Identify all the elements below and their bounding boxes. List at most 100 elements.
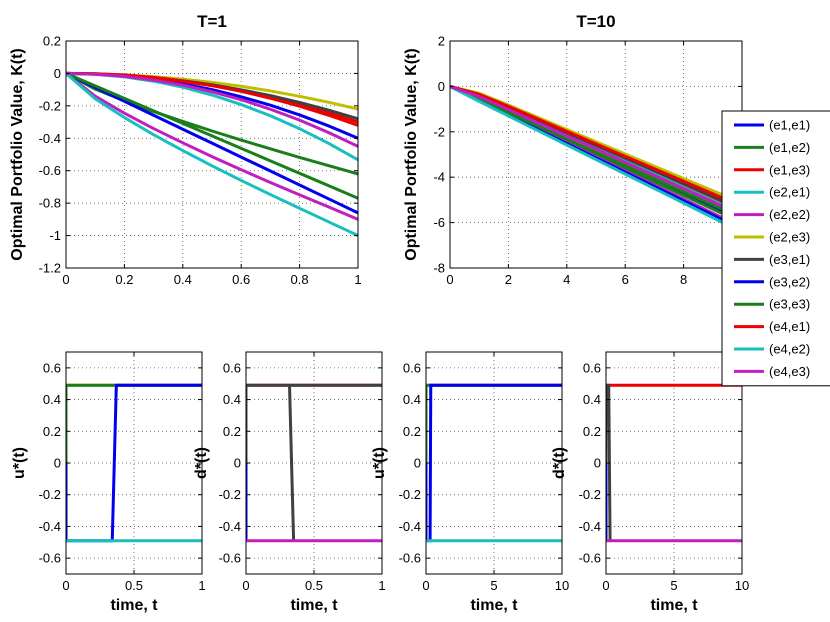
y-tick-label: -0.8 — [39, 196, 61, 211]
y-tick-label: 0 — [234, 456, 241, 471]
y-tick-label: 2 — [438, 34, 445, 49]
x-tick-label: 0 — [446, 272, 453, 287]
y-tick-label: 0.4 — [403, 392, 421, 407]
y-axis-label: u*(t) — [371, 447, 388, 479]
legend-label: (e1,e3) — [769, 162, 810, 177]
legend-label: (e2,e3) — [769, 230, 810, 245]
y-tick-label: 0.4 — [583, 392, 601, 407]
legend-label: (e4,e2) — [769, 342, 810, 357]
x-tick-label: 0.2 — [115, 272, 133, 287]
y-tick-label: -0.2 — [399, 487, 421, 502]
series-group — [66, 71, 358, 237]
y-tick-label: 0.4 — [43, 392, 61, 407]
y-tick-label: -0.6 — [219, 551, 241, 566]
series-line — [450, 84, 742, 209]
y-tick-label: 0.2 — [43, 424, 61, 439]
y-axis-label: u*(t) — [11, 447, 28, 479]
legend-label: (e2,e1) — [769, 185, 810, 200]
x-axis-label: time, t — [290, 597, 338, 614]
legend-label: (e4,e1) — [769, 319, 810, 334]
x-tick-label: 6 — [622, 272, 629, 287]
x-tick-label: 10 — [735, 578, 749, 593]
x-tick-label: 0 — [422, 578, 429, 593]
y-tick-label: 0.6 — [223, 360, 241, 375]
series-group — [246, 383, 382, 543]
y-tick-label: -0.2 — [39, 487, 61, 502]
x-tick-label: 8 — [680, 272, 687, 287]
x-tick-label: 1 — [198, 578, 205, 593]
series-group — [426, 383, 562, 543]
y-tick-label: -0.4 — [399, 519, 421, 534]
y-tick-label: 0 — [54, 66, 61, 81]
legend-label: (e1,e2) — [769, 140, 810, 155]
y-tick-label: -0.2 — [219, 487, 241, 502]
series-line — [450, 85, 742, 234]
axes-box — [65, 40, 359, 269]
x-tick-label: 0.4 — [174, 272, 192, 287]
series-line — [450, 85, 742, 220]
series-line — [66, 72, 358, 215]
y-tick-label: 0.6 — [583, 360, 601, 375]
x-tick-label: 0 — [62, 578, 69, 593]
x-tick-label: 0 — [242, 578, 249, 593]
series-line — [66, 72, 358, 221]
x-tick-label: 0 — [62, 272, 69, 287]
x-tick-label: 0.6 — [232, 272, 250, 287]
y-axis-label: Optimal Portfolio Value, K(t) — [403, 48, 420, 260]
legend-label: (e4,e3) — [769, 364, 810, 379]
x-tick-label: 0.5 — [305, 578, 323, 593]
series-group — [66, 383, 202, 543]
series-line — [246, 383, 382, 463]
y-tick-label: -0.6 — [39, 163, 61, 178]
subplot-title: T=10 — [576, 12, 615, 31]
y-tick-label: 0 — [438, 79, 445, 94]
legend-box — [721, 110, 830, 387]
series-line — [288, 385, 296, 541]
plot-area — [66, 41, 358, 268]
x-tick-label: 10 — [555, 578, 569, 593]
y-tick-label: -0.4 — [219, 519, 241, 534]
legend: (e1,e1) (e1,e2) (e1,e3) (e2,e1) (e2,e2) (e2,e… — [721, 110, 830, 387]
y-tick-label: -0.4 — [39, 519, 61, 534]
x-tick-label: 0 — [602, 578, 609, 593]
y-tick-label: -0.6 — [39, 551, 61, 566]
y-tick-label: -8 — [433, 261, 445, 276]
y-tick-label: -1 — [49, 228, 61, 243]
subplot-u_T10: 0 5 10 -0.6 -0.4 -0.2 0 0.2 0.4 0.6 time, t u*(t) — [371, 351, 569, 614]
subplot-u_T1: 0 0.5 1 -0.6 -0.4 -0.2 0 0.2 0.4 0.6 time, t u*(t) — [11, 351, 206, 614]
y-tick-label: -2 — [433, 124, 445, 139]
y-tick-label: 0.2 — [223, 424, 241, 439]
x-axis-label: time, t — [110, 597, 158, 614]
y-tick-label: 0.2 — [403, 424, 421, 439]
y-tick-label: -0.2 — [579, 487, 601, 502]
series-line — [450, 84, 742, 218]
y-tick-label: 0.6 — [43, 360, 61, 375]
series-line — [66, 72, 358, 237]
x-tick-label: 1 — [378, 578, 385, 593]
y-tick-label: -0.2 — [39, 98, 61, 113]
series-group — [450, 84, 742, 234]
x-tick-label: 2 — [505, 272, 512, 287]
y-axis-label: d*(t) — [551, 447, 568, 479]
x-tick-label: 1 — [354, 272, 361, 287]
y-tick-label: -0.6 — [399, 551, 421, 566]
y-tick-label: 0 — [594, 456, 601, 471]
subplot-k_T1: 0 0.2 0.4 0.6 0.8 1 -1.2 -1 -0.8 -0.6 -0.4 -0.2 0 0.2… — [9, 12, 362, 287]
y-tick-label: 0.6 — [403, 360, 421, 375]
x-tick-label: 4 — [563, 272, 570, 287]
x-tick-label: 5 — [490, 578, 497, 593]
y-axis-label: d*(t) — [193, 447, 210, 479]
y-tick-label: -4 — [433, 170, 445, 185]
y-tick-label: 0.4 — [223, 392, 241, 407]
x-axis-label: time, t — [470, 597, 518, 614]
legend-label: (e3,e3) — [769, 297, 810, 312]
x-axis-label: time, t — [650, 597, 698, 614]
x-tick-label: 5 — [670, 578, 677, 593]
y-tick-label: 0 — [54, 456, 61, 471]
legend-label: (e3,e2) — [769, 274, 810, 289]
y-tick-label: 0 — [414, 456, 421, 471]
y-tick-label: -6 — [433, 215, 445, 230]
x-tick-label: 0.8 — [291, 272, 309, 287]
